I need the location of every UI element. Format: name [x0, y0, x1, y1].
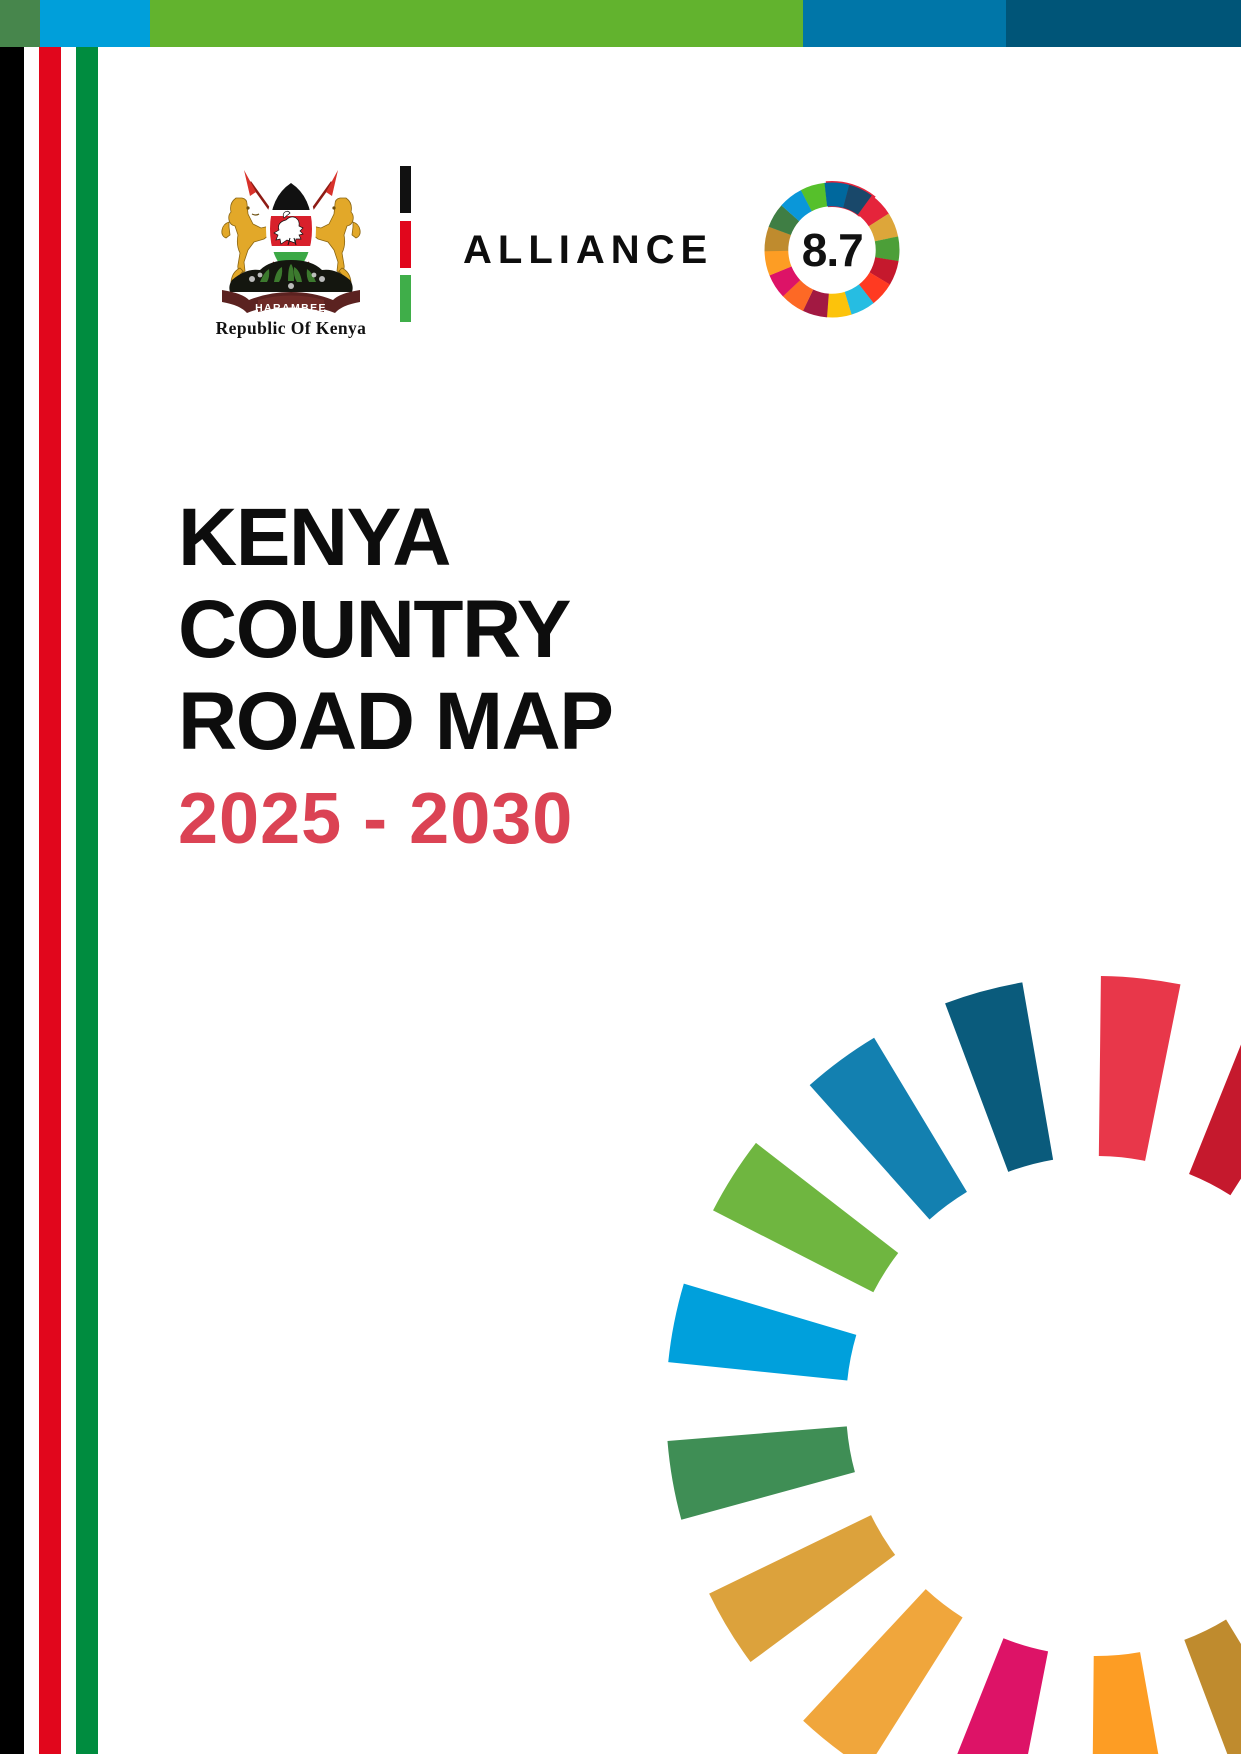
flag-stripe-black — [0, 47, 24, 1754]
wheel-segment-orange — [803, 1589, 963, 1754]
divider-bar-red — [400, 220, 411, 268]
wheel-segment-cyan — [668, 1283, 857, 1381]
divider-bar-green — [400, 275, 411, 322]
wheel-segment-magenta — [936, 1638, 1049, 1754]
wheel-segment-amber — [1092, 1652, 1172, 1754]
wheel-segment-ochre — [709, 1515, 896, 1663]
flag-stripe-red — [39, 47, 61, 1754]
kenya-tricolour-divider-icon — [400, 166, 411, 322]
coat-of-arms-block: HARAMBEE Republic Of Kenya — [196, 162, 386, 339]
flag-stripe-green — [76, 47, 98, 1754]
wheel-segment-leaf-green — [713, 1142, 899, 1293]
wheel-segment-red — [1098, 976, 1181, 1161]
wheel-segment-forest-green — [667, 1426, 855, 1520]
band-segment-leaf-green — [150, 0, 803, 47]
band-segment-ocean-blue — [803, 0, 1006, 47]
alliance-wordmark: ALLIANCE — [463, 228, 714, 272]
kenya-coat-of-arms-icon: HARAMBEE — [198, 162, 384, 314]
wheel-segment-crimson — [1189, 1006, 1241, 1196]
band-segment-cyan-blue — [40, 0, 150, 47]
wheel-segment-brown — [1184, 1619, 1241, 1754]
coat-of-arms-motto: HARAMBEE — [255, 302, 327, 314]
wheel-segment-navy — [945, 982, 1054, 1172]
top-color-band — [0, 0, 1241, 47]
sdg-wheel-icon: 8.7 — [751, 169, 913, 331]
wheel-segment-ocean-blue — [809, 1037, 967, 1220]
divider-bar-black — [400, 166, 411, 213]
title-years: 2025 - 2030 — [178, 779, 574, 859]
logo-row: HARAMBEE Republic Of Kenya ALLIANCE — [196, 160, 913, 340]
title-line-1: KENYA — [178, 492, 452, 583]
title-line-2: COUNTRY — [178, 584, 571, 675]
coat-of-arms-caption: Republic Of Kenya — [215, 317, 367, 338]
sdg-wheel-decoration-icon — [596, 906, 1241, 1754]
title-line-3: ROAD MAP — [178, 676, 614, 767]
alliance-number: 8.7 — [801, 224, 864, 276]
cover-title-block: KENYA COUNTRY ROAD MAP 2025 - 2030 — [178, 492, 898, 858]
kenya-flag-stripes — [0, 47, 100, 1754]
band-segment-deep-teal — [1006, 0, 1241, 47]
alliance-87-logo: ALLIANCE — [463, 169, 913, 331]
band-segment-forest-green — [0, 0, 40, 47]
